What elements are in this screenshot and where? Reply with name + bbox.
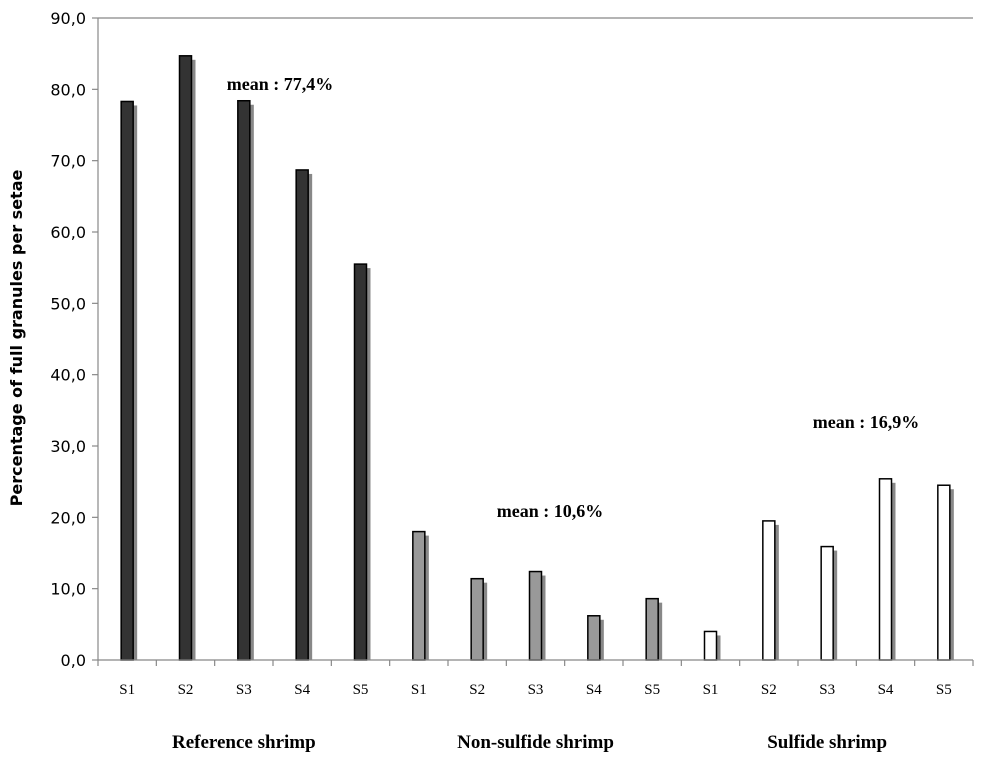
group-label: Sulfide shrimp [767, 732, 887, 753]
bar [412, 530, 426, 661]
bar [820, 545, 834, 661]
bar [645, 597, 659, 661]
x-tick-label: S2 [761, 682, 777, 698]
x-tick-label: S4 [294, 682, 310, 698]
group-label: Reference shrimp [172, 732, 316, 753]
mean-annotation: mean : 77,4% [227, 74, 334, 94]
y-tick-label: 50,0 [50, 294, 86, 313]
x-tick-label: S2 [469, 682, 485, 698]
x-tick-label: S5 [644, 682, 660, 698]
y-tick-label: 60,0 [50, 223, 86, 242]
y-axis: 0,0 10,0 20,0 30,0 40,0 50,0 60,0 70,0 80,0 90,0 [50, 9, 973, 670]
y-tick-label: 10,0 [50, 580, 86, 599]
y-tick-label: 0,0 [61, 651, 86, 670]
bar [528, 570, 543, 661]
bar [937, 484, 951, 661]
bar [295, 169, 309, 661]
group-label: Non-sulfide shrimp [457, 732, 614, 753]
x-tick-label: S3 [528, 682, 544, 698]
x-tick-label: S3 [819, 682, 835, 698]
x-tick-label: S1 [411, 682, 427, 698]
bar [587, 615, 601, 661]
y-axis-title: Percentage of full granules per setae [7, 169, 26, 506]
x-tick-label: S1 [703, 682, 719, 698]
x-tick-label: S4 [586, 682, 602, 698]
bar [703, 630, 718, 661]
y-tick-label: 90,0 [50, 9, 86, 28]
x-tick-label: S2 [178, 682, 194, 698]
y-tick-label: 80,0 [50, 80, 86, 99]
mean-annotation: mean : 10,6% [497, 501, 604, 521]
group-labels: Reference shrimp Non-sulfide shrimp Sulfid… [172, 732, 887, 753]
bar [878, 478, 893, 661]
mean-annotation: mean : 16,9% [813, 412, 920, 432]
bar [762, 520, 776, 661]
bar [237, 99, 251, 661]
y-tick-label: 40,0 [50, 366, 86, 385]
x-tick-label: S5 [353, 682, 369, 698]
y-tick-label: 30,0 [50, 437, 86, 456]
x-tick-label: S5 [936, 682, 952, 698]
bars [120, 55, 954, 661]
bar [353, 263, 368, 661]
bar [470, 577, 484, 661]
x-tick-label: S4 [878, 682, 894, 698]
bar [120, 100, 134, 661]
x-tick-label: S1 [119, 682, 135, 698]
x-axis: S1 S2 S3 S4 S5 S1 S2 S3 S4 S5 S1 S2 S3 S4 S5 [97, 659, 974, 698]
mean-annotations: mean : 77,4% mean : 10,6% mean : 16,9% [227, 74, 920, 521]
bar [178, 55, 193, 661]
x-tick-label: S3 [236, 682, 252, 698]
y-tick-label: 20,0 [50, 508, 86, 527]
y-tick-label: 70,0 [50, 152, 86, 171]
